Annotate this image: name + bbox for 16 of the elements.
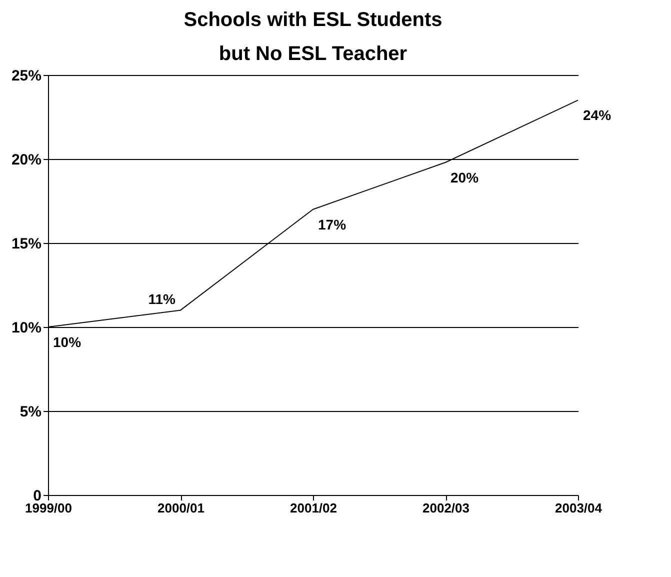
data-label: 20% xyxy=(450,169,480,186)
x-tick-label: 2003/04 xyxy=(555,500,603,516)
data-label: 11% xyxy=(148,291,176,308)
data-label: 10% xyxy=(53,334,82,350)
y-tick-label: 25% xyxy=(11,68,42,84)
y-tick-label: 10% xyxy=(11,320,42,336)
x-tick-label: 2002/03 xyxy=(422,500,470,516)
y-tick-label: 15% xyxy=(11,236,42,252)
x-tick-label: 2001/02 xyxy=(290,500,337,516)
data-label: 24% xyxy=(583,107,612,124)
y-tick-label: 5% xyxy=(20,404,42,420)
data-label: 17% xyxy=(318,216,347,232)
text: but No ESL Teacher xyxy=(218,43,408,65)
text: Schools with ESL Students xyxy=(184,9,442,31)
y-tick-label: 20% xyxy=(11,152,42,168)
x-tick-label: 2000/01 xyxy=(158,500,204,516)
